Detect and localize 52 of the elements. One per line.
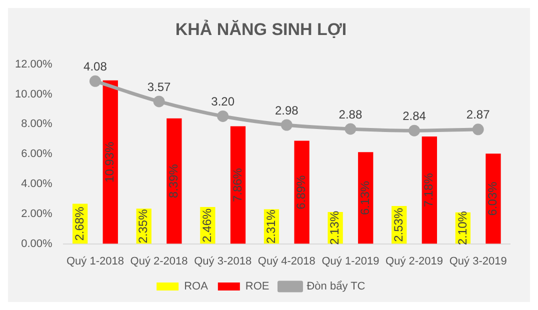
data-label: 2.84 xyxy=(402,108,426,123)
legend-label: Đòn bẩy TC xyxy=(306,280,366,293)
data-label: 2.13% xyxy=(328,210,342,245)
y-tick-label: 2.00% xyxy=(21,208,53,220)
point xyxy=(217,110,229,122)
point xyxy=(408,124,420,136)
point xyxy=(472,124,484,136)
data-label: 7.18% xyxy=(422,172,436,208)
data-label: 2.35% xyxy=(136,208,150,244)
data-label: 6.03% xyxy=(486,181,500,216)
point xyxy=(153,96,165,108)
legend-label: ROA xyxy=(184,280,209,293)
y-tick-label: 10.00% xyxy=(14,88,53,100)
y-tick-label: 4.00% xyxy=(21,178,53,190)
data-label: 2.10% xyxy=(455,210,470,246)
point xyxy=(89,75,101,87)
bar xyxy=(486,154,501,244)
bar xyxy=(230,126,246,244)
data-label: 2.46% xyxy=(200,208,214,242)
y-tick-label: 8.00% xyxy=(21,118,53,130)
bar xyxy=(166,118,182,244)
data-label: 10.93% xyxy=(102,141,117,182)
y-tick-label: 0.00% xyxy=(21,238,53,250)
y-tick-label: 12.00% xyxy=(14,58,53,70)
data-label: 6.13% xyxy=(358,180,372,215)
x-tick-label: Quý 1-2018 xyxy=(66,255,124,268)
x-tick-label: Quý 4-2018 xyxy=(258,255,316,268)
bar xyxy=(102,80,118,244)
data-label: 3.57 xyxy=(147,80,172,94)
data-label: 2.88 xyxy=(338,107,362,122)
x-tick-label: Quý 2-2019 xyxy=(386,255,444,268)
data-label: 4.08 xyxy=(84,59,108,74)
x-tick-label: Quý 3-2018 xyxy=(194,255,252,268)
point xyxy=(280,119,292,131)
x-tick-label: Quý 2-2018 xyxy=(130,255,188,268)
data-label: 2.53% xyxy=(391,208,406,242)
bar xyxy=(294,140,310,244)
bar xyxy=(422,136,438,244)
legend-label: ROE xyxy=(245,280,270,293)
data-label: 2.87 xyxy=(466,108,490,122)
data-label: 6.89% xyxy=(294,174,308,210)
data-label: 2.31% xyxy=(264,209,278,244)
x-tick-label: Quý 3-2019 xyxy=(449,255,507,268)
x-tick-label: Quý 1-2019 xyxy=(322,255,380,268)
y-tick-label: 6.00% xyxy=(21,148,53,160)
data-label: 8.39% xyxy=(166,164,180,198)
data-label: 2.68% xyxy=(72,206,86,241)
point xyxy=(344,123,356,135)
data-label: 2.98 xyxy=(274,103,299,118)
chart-title: KHẢ NĂNG SINH LỢI xyxy=(175,18,347,39)
data-label: 3.20 xyxy=(211,94,235,109)
data-label: 7.86% xyxy=(230,168,244,202)
